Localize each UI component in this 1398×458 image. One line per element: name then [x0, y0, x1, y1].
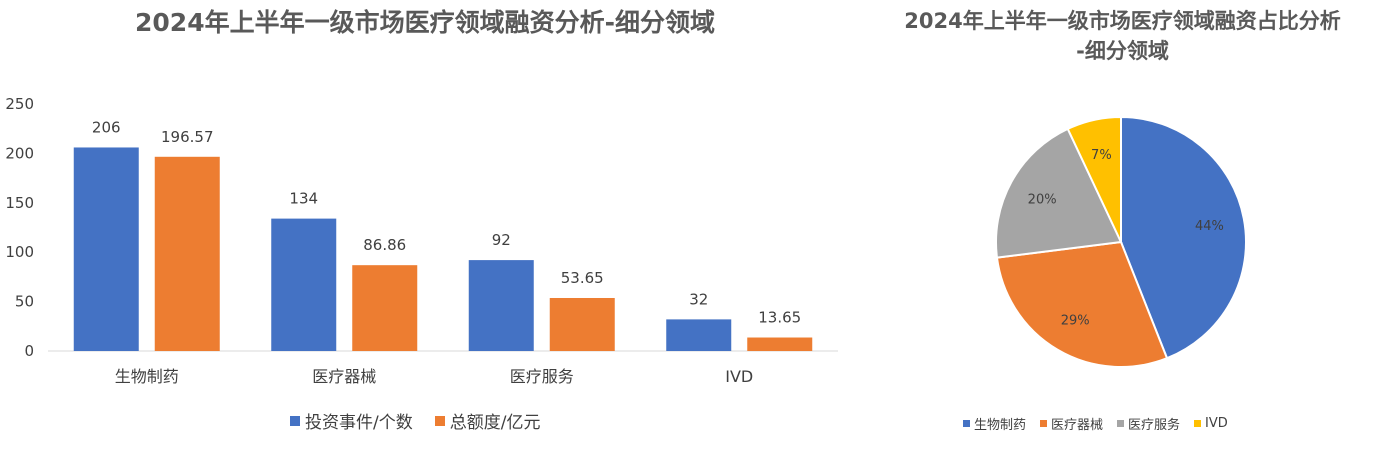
data-label: 196.57: [161, 128, 214, 146]
legend-swatch-blue: [963, 420, 970, 427]
legend-swatch-orange: [434, 415, 445, 426]
bar-deals: [73, 147, 139, 351]
bar-amount: [154, 156, 220, 351]
data-label: 53.65: [561, 269, 604, 287]
pie-data-label: 29%: [1061, 313, 1090, 328]
bar-amount: [352, 265, 418, 351]
y-tick-label: 200: [5, 144, 34, 162]
x-tick-label: 医疗服务: [510, 367, 574, 386]
pie-slice: [995, 127, 1123, 259]
data-label: 134: [289, 190, 318, 208]
y-tick-label: 0: [24, 342, 34, 360]
bar-deals: [271, 218, 337, 351]
bar-deals: [666, 319, 732, 351]
x-tick-label: IVD: [725, 367, 753, 386]
pie-slice: [995, 240, 1169, 368]
bar-amount: [747, 337, 813, 351]
pie-title-line-2: -细分领域: [1076, 39, 1169, 63]
pie-chart-title: 2024年上半年一级市场医疗领域融资占比分析 -细分领域: [855, 6, 1390, 66]
legend-swatch-yellow: [1194, 420, 1202, 427]
legend-label: IVD: [1205, 416, 1228, 431]
x-tick-label: 生物制药: [115, 367, 179, 386]
y-tick-label: 50: [15, 293, 34, 311]
data-label: 206: [92, 118, 121, 136]
pie-data-label: 20%: [1028, 193, 1057, 208]
legend-swatch-orange: [1040, 420, 1048, 427]
y-tick-label: 250: [5, 95, 34, 113]
legend-label: 生物制药: [974, 418, 1027, 433]
pie-slice: [1066, 115, 1122, 243]
y-tick-label: 100: [5, 243, 34, 261]
pie-title-line-1: 2024年上半年一级市场医疗领域融资占比分析: [904, 9, 1341, 33]
bar-chart-title: 2024年上半年一级市场医疗领域融资分析-细分领域: [135, 8, 715, 37]
bar-legend: 投资事件/个数 总额度/亿元: [290, 408, 562, 433]
data-label: 92: [492, 231, 511, 249]
legend-label: 投资事件/个数: [305, 413, 413, 433]
y-tick-label: 150: [5, 194, 34, 212]
legend-item-amount: 总额度/亿元: [434, 408, 541, 433]
pie-slice: [1120, 115, 1247, 360]
legend-item-ivd: IVD: [1194, 416, 1228, 431]
data-label: 86.86: [363, 236, 406, 254]
bar-deals: [468, 260, 534, 351]
legend-label: 医疗器械: [1051, 418, 1104, 433]
legend-swatch-gray: [1117, 420, 1125, 427]
pie-data-label: 7%: [1091, 148, 1112, 163]
legend-item-deals: 投资事件/个数: [290, 408, 413, 433]
bar-amount: [549, 297, 615, 351]
data-label: 32: [689, 290, 708, 308]
legend-swatch-blue: [290, 415, 300, 426]
legend-label: 医疗服务: [1128, 418, 1181, 433]
data-label: 13.65: [758, 309, 801, 327]
legend-item-devices: 医疗器械: [1040, 414, 1103, 433]
legend-item-biopharma: 生物制药: [963, 414, 1026, 433]
pie-data-label: 44%: [1195, 219, 1224, 234]
x-tick-label: 医疗器械: [312, 367, 376, 386]
legend-label: 总额度/亿元: [449, 413, 541, 433]
legend-item-services: 医疗服务: [1117, 414, 1180, 433]
pie-legend: 生物制药 医疗器械 医疗服务 IVD: [963, 414, 1242, 433]
